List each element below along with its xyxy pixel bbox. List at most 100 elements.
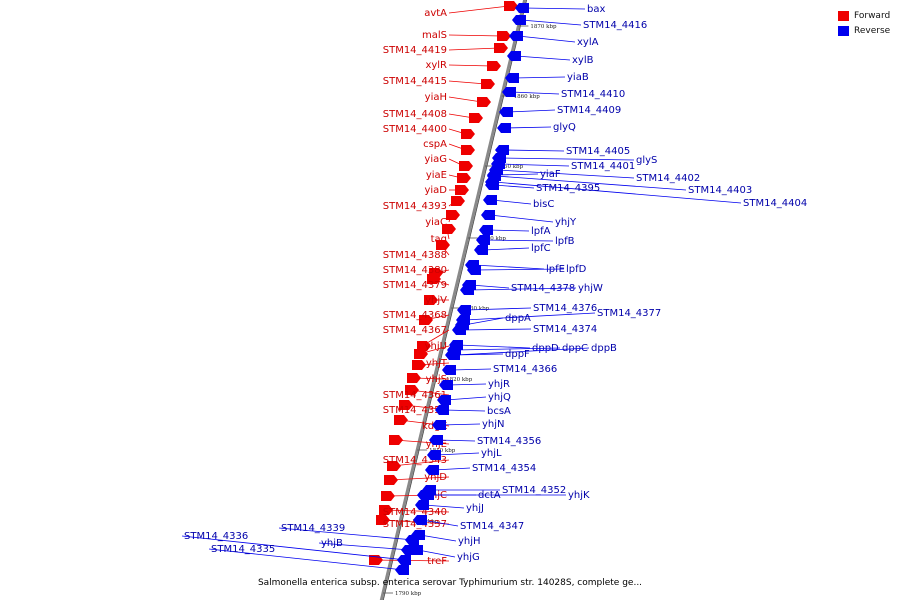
reverse-gene-label: lpfC xyxy=(531,243,551,254)
reverse-connector xyxy=(278,527,415,541)
reverse-connector xyxy=(464,312,596,321)
reverse-gene-block xyxy=(467,265,481,275)
forward-gene-block xyxy=(461,129,475,139)
forward-gene-label: yhjV xyxy=(425,295,447,306)
forward-gene-block xyxy=(381,491,395,501)
reverse-connector xyxy=(433,467,471,471)
reverse-connector xyxy=(473,264,545,270)
forward-gene-label: STM14_4380 xyxy=(383,265,447,276)
reverse-gene-label: yhjR xyxy=(488,379,510,390)
forward-gene-label: STM14_4379 xyxy=(383,280,447,291)
forward-gene-label: STM14_4361 xyxy=(383,390,447,401)
reverse-connector xyxy=(495,175,687,191)
reverse-gene-block xyxy=(427,450,441,460)
reverse-gene-block xyxy=(507,51,521,61)
forward-gene-label: yhjU xyxy=(425,341,447,352)
reverse-connector xyxy=(208,548,405,571)
reverse-connector xyxy=(423,504,465,509)
reverse-connector xyxy=(419,534,457,542)
forward-gene-block xyxy=(412,360,426,370)
forward-gene-label: STM14_4400 xyxy=(383,124,447,135)
reverse-gene-label: yhjW xyxy=(578,283,603,294)
reverse-gene-label: yhjG xyxy=(457,552,480,563)
reverse-connector xyxy=(457,344,531,349)
tick-label: 1870 kbp xyxy=(530,24,557,30)
reverse-gene-label: STM14_4402 xyxy=(636,173,700,184)
reverse-gene-label: yhjB xyxy=(321,538,343,549)
reverse-connector xyxy=(475,268,565,271)
forward-gene-label: STM14_4337 xyxy=(383,519,447,530)
forward-gene-label: STM14_4419 xyxy=(383,45,447,56)
reverse-gene-label: yhjY xyxy=(555,217,577,228)
forward-gene-block xyxy=(446,210,460,220)
reverse-gene-block xyxy=(497,123,511,133)
forward-connector xyxy=(448,5,510,14)
tick-label: 1840 kbp xyxy=(480,236,507,242)
reverse-gene-block xyxy=(401,545,415,555)
legend-label-forward: Forward xyxy=(854,11,891,21)
reverse-gene-block xyxy=(499,107,513,117)
reverse-gene-block xyxy=(509,31,523,41)
tick-label: 1820 kbp xyxy=(446,377,473,383)
reverse-connector xyxy=(417,549,456,558)
forward-connector xyxy=(388,476,450,481)
reverse-gene-block xyxy=(413,515,427,525)
forward-gene-block xyxy=(487,61,501,71)
forward-gene-block xyxy=(384,475,398,485)
forward-gene-block xyxy=(399,400,413,410)
forward-connector xyxy=(448,64,493,67)
reverse-gene-block xyxy=(479,225,493,235)
reverse-connector xyxy=(505,126,552,129)
forward-gene-block xyxy=(417,341,431,351)
forward-gene-label: STM14_4388 xyxy=(383,250,447,261)
forward-gene-label: STM14_4340 xyxy=(383,507,447,518)
forward-gene-label: yiaG xyxy=(424,154,447,165)
forward-connector xyxy=(448,47,500,51)
reverse-gene-label: STM14_4377 xyxy=(597,308,661,319)
reverse-gene-label: STM14_4410 xyxy=(561,89,625,100)
reverse-connector xyxy=(421,519,459,527)
reverse-gene-label: yhjQ xyxy=(488,392,511,403)
reverse-connector xyxy=(491,199,532,205)
forward-gene-label: yhjC xyxy=(425,490,447,501)
forward-gene-block xyxy=(442,224,456,234)
reverse-connector xyxy=(484,239,554,242)
genome-backbone xyxy=(379,0,527,600)
reverse-gene-label: bcsA xyxy=(487,406,511,417)
reverse-gene-label: yiaB xyxy=(567,72,589,83)
reverse-gene-label: STM14_4336 xyxy=(184,531,248,542)
forward-gene-block xyxy=(494,43,508,53)
reverse-gene-block xyxy=(435,405,449,415)
reverse-gene-block xyxy=(512,15,526,25)
forward-gene-label: STM14_4393 xyxy=(383,201,447,212)
forward-connector xyxy=(448,80,487,85)
reverse-gene-label: xylB xyxy=(572,55,594,66)
forward-gene-label: STM14_4367 xyxy=(383,325,447,336)
reverse-gene-block xyxy=(442,365,456,375)
reverse-connector xyxy=(460,328,532,331)
forward-gene-label: STM14_4408 xyxy=(383,109,447,120)
reverse-gene-block xyxy=(502,87,516,97)
reverse-connector xyxy=(443,409,486,412)
forward-gene-label: malS xyxy=(422,30,447,41)
forward-gene-label: STM14_4350 xyxy=(383,405,447,416)
reverse-connector xyxy=(523,7,586,10)
forward-gene-block xyxy=(405,385,419,395)
reverse-gene-block xyxy=(452,325,466,335)
reverse-gene-label: STM14_4404 xyxy=(743,198,807,209)
forward-gene-block xyxy=(414,349,428,359)
reverse-gene-block xyxy=(432,420,446,430)
forward-gene-block xyxy=(461,145,475,155)
reverse-gene-block xyxy=(476,235,490,245)
reverse-gene-label: STM14_4356 xyxy=(477,436,541,447)
reverse-gene-label: STM14_4354 xyxy=(472,463,536,474)
reverse-gene-label: bisC xyxy=(533,199,554,210)
tick-label: 1810 kbp xyxy=(429,448,456,454)
reverse-gene-block xyxy=(395,565,409,575)
reverse-gene-label: xylA xyxy=(577,37,599,48)
reverse-gene-label: dppF xyxy=(505,349,530,360)
reverse-connector xyxy=(493,181,742,204)
reverse-connector xyxy=(510,91,560,95)
map-caption: Salmonella enterica subsp. enterica sero… xyxy=(257,578,643,588)
